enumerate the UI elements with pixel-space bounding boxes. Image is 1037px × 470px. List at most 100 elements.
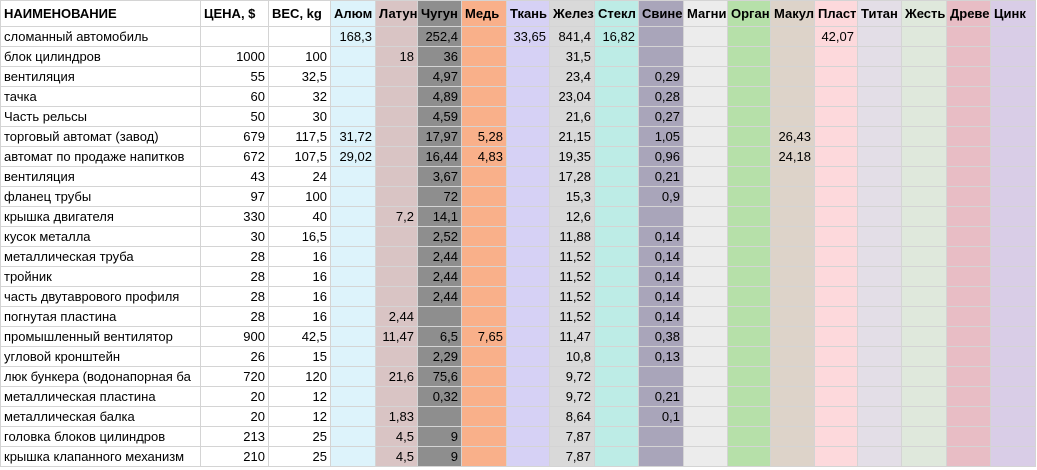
cell[interactable] (946, 66, 991, 87)
column-header[interactable]: Орган (727, 0, 771, 27)
cell[interactable]: 252,4 (417, 26, 462, 47)
column-header[interactable]: Стекл (594, 0, 639, 27)
cell[interactable] (857, 86, 902, 107)
cell[interactable]: 0,14 (638, 306, 684, 327)
cell[interactable]: 2,29 (417, 346, 462, 367)
column-header[interactable]: Алюм (330, 0, 376, 27)
cell[interactable] (770, 386, 815, 407)
cell[interactable]: Часть рельсы (0, 106, 201, 127)
cell[interactable] (857, 26, 902, 47)
cell[interactable] (594, 386, 639, 407)
cell[interactable]: 0,38 (638, 326, 684, 347)
cell[interactable] (594, 346, 639, 367)
cell[interactable] (990, 226, 1036, 247)
cell[interactable] (638, 206, 684, 227)
cell[interactable] (770, 166, 815, 187)
cell[interactable]: 3,67 (417, 166, 462, 187)
cell[interactable] (857, 66, 902, 87)
cell[interactable]: 15,3 (549, 186, 595, 207)
cell[interactable] (683, 226, 728, 247)
cell[interactable] (506, 206, 550, 227)
cell[interactable] (594, 206, 639, 227)
cell[interactable] (330, 366, 376, 387)
cell[interactable] (770, 346, 815, 367)
cell[interactable] (594, 266, 639, 287)
cell[interactable]: 120 (268, 366, 331, 387)
cell[interactable] (901, 126, 947, 147)
cell[interactable]: 16 (268, 266, 331, 287)
cell[interactable] (506, 46, 550, 67)
cell[interactable] (901, 106, 947, 127)
cell[interactable] (814, 306, 858, 327)
cell[interactable] (683, 366, 728, 387)
cell[interactable] (594, 366, 639, 387)
cell[interactable]: металлическая пластина (0, 386, 201, 407)
cell[interactable] (330, 406, 376, 427)
cell[interactable]: 4,5 (375, 446, 418, 467)
cell[interactable]: 107,5 (268, 146, 331, 167)
cell[interactable] (330, 226, 376, 247)
cell[interactable] (683, 426, 728, 447)
cell[interactable]: 30 (200, 226, 269, 247)
cell[interactable]: 28 (200, 266, 269, 287)
cell[interactable] (857, 186, 902, 207)
cell[interactable]: 21,6 (549, 106, 595, 127)
cell[interactable] (594, 306, 639, 327)
cell[interactable] (946, 246, 991, 267)
cell[interactable] (814, 366, 858, 387)
cell[interactable] (946, 346, 991, 367)
column-header[interactable]: Свине (638, 0, 684, 27)
cell[interactable] (375, 386, 418, 407)
cell[interactable] (638, 26, 684, 47)
cell[interactable]: вентиляция (0, 166, 201, 187)
cell[interactable] (375, 166, 418, 187)
column-header[interactable]: Ткань (506, 0, 550, 27)
cell[interactable] (461, 346, 507, 367)
cell[interactable] (727, 26, 771, 47)
cell[interactable] (901, 226, 947, 247)
cell[interactable]: 20 (200, 386, 269, 407)
cell[interactable] (375, 186, 418, 207)
cell[interactable]: металлическая балка (0, 406, 201, 427)
cell[interactable] (770, 306, 815, 327)
cell[interactable] (506, 446, 550, 467)
cell[interactable] (901, 426, 947, 447)
cell[interactable]: 32,5 (268, 66, 331, 87)
cell[interactable] (990, 406, 1036, 427)
cell[interactable] (375, 226, 418, 247)
cell[interactable]: 33,65 (506, 26, 550, 47)
cell[interactable] (461, 406, 507, 427)
cell[interactable] (814, 446, 858, 467)
cell[interactable] (770, 326, 815, 347)
cell[interactable] (814, 46, 858, 67)
cell[interactable]: 7,87 (549, 426, 595, 447)
cell[interactable] (857, 106, 902, 127)
cell[interactable] (417, 306, 462, 327)
column-header[interactable]: Древе (946, 0, 991, 27)
cell[interactable] (727, 206, 771, 227)
cell[interactable] (638, 446, 684, 467)
cell[interactable] (946, 446, 991, 467)
cell[interactable] (727, 226, 771, 247)
cell[interactable] (506, 166, 550, 187)
column-header[interactable]: Пласти (814, 0, 858, 27)
cell[interactable]: 4,97 (417, 66, 462, 87)
cell[interactable]: 16 (268, 286, 331, 307)
cell[interactable] (683, 306, 728, 327)
column-header[interactable]: Желез (549, 0, 595, 27)
cell[interactable] (506, 406, 550, 427)
cell[interactable] (506, 266, 550, 287)
column-header[interactable]: Макул (770, 0, 815, 27)
cell[interactable]: 10,8 (549, 346, 595, 367)
cell[interactable]: фланец трубы (0, 186, 201, 207)
cell[interactable]: 43 (200, 166, 269, 187)
cell[interactable]: 15 (268, 346, 331, 367)
cell[interactable] (461, 366, 507, 387)
cell[interactable] (814, 386, 858, 407)
cell[interactable] (946, 426, 991, 447)
cell[interactable]: вентиляция (0, 66, 201, 87)
cell[interactable]: 5,28 (461, 126, 507, 147)
cell[interactable]: 2,44 (417, 246, 462, 267)
cell[interactable] (814, 86, 858, 107)
cell[interactable]: 60 (200, 86, 269, 107)
